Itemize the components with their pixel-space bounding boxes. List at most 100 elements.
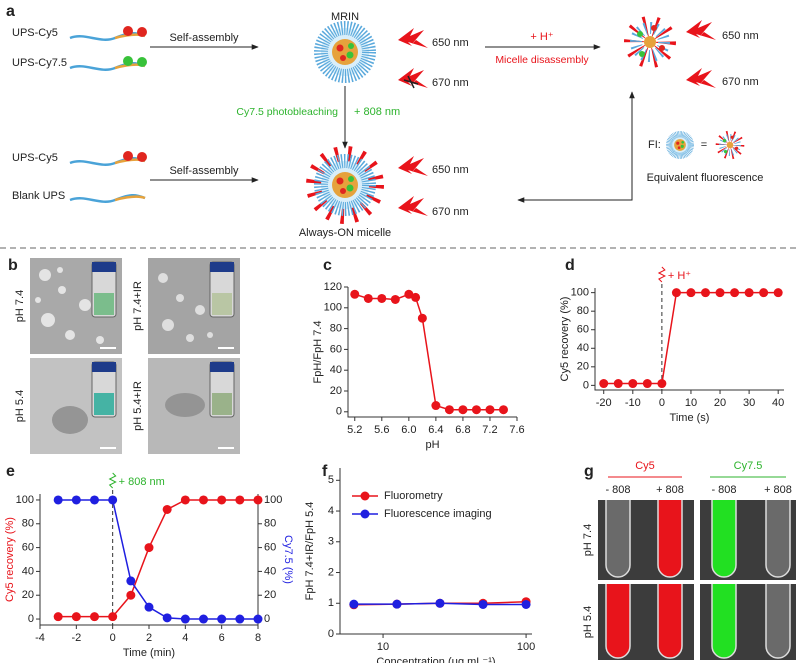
- legend-label: Fluorometry: [384, 490, 443, 502]
- x-tick-label: 7.2: [482, 424, 497, 436]
- x-tick-label: 0: [659, 397, 665, 409]
- axis: [594, 288, 784, 391]
- step-label: Self-assembly: [169, 165, 239, 177]
- point: [390, 294, 400, 304]
- emission-label: 670 nm: [722, 76, 759, 88]
- point: [599, 379, 609, 389]
- panel-b: b pH 7.4 pH 7.4+IR pH 5.4 pH 5.4+IR: [8, 257, 240, 454]
- point: [363, 293, 373, 303]
- y-tick-label: 5: [328, 474, 334, 486]
- point: [53, 612, 63, 622]
- x-tick-label: 10: [377, 641, 389, 653]
- axis: [347, 287, 517, 418]
- y-tick-label: 0: [336, 406, 342, 418]
- point: [126, 576, 136, 586]
- point: [199, 495, 208, 505]
- y-axis-label: Cy5 recovery (%): [559, 297, 571, 382]
- x-tick-label: 5.2: [347, 424, 362, 436]
- y-tick-label: 4: [328, 505, 334, 517]
- condition-label: - 808: [711, 484, 736, 496]
- y-tick-label: 2: [328, 566, 334, 578]
- point: [478, 599, 488, 609]
- x-tick-label: 6: [219, 632, 225, 644]
- panel-label: d: [565, 257, 575, 274]
- legend-marker: [360, 509, 370, 519]
- dye-label: Cy7.5: [734, 460, 763, 472]
- x-tick-label: -20: [596, 397, 612, 409]
- chart: d -20 -10 0 10 20 30 40 0 20 40 60 80 100 Time (s) Cy5 …: [559, 257, 784, 424]
- point: [235, 495, 245, 505]
- point: [90, 495, 99, 505]
- y-tick-label: 80: [22, 518, 34, 530]
- x-axis-label: pH: [425, 439, 439, 451]
- annotation: + 808 nm: [119, 476, 165, 488]
- point: [180, 614, 190, 624]
- y-tick-label: 80: [577, 305, 589, 317]
- y-tick-label: 80: [330, 323, 342, 335]
- point: [90, 612, 99, 622]
- point: [126, 590, 136, 600]
- y-tick-label: 20: [330, 385, 342, 397]
- condition-label: + 808: [656, 484, 684, 496]
- y-tick-label: 20: [577, 361, 589, 373]
- panel-label: e: [6, 463, 15, 480]
- point: [498, 405, 508, 415]
- point: [642, 379, 652, 389]
- point: [144, 543, 154, 553]
- point: [471, 405, 481, 415]
- point: [349, 599, 359, 609]
- image-label: pH 7.4: [14, 290, 26, 322]
- y2-tick-label: 60: [264, 541, 276, 553]
- point: [108, 612, 118, 622]
- x-tick-label: 6.8: [455, 424, 470, 436]
- dye-label: Cy5: [635, 460, 655, 472]
- x-axis-label: Concentration (μg mL⁻¹): [376, 656, 495, 663]
- y-tick-label: 40: [22, 565, 34, 577]
- y-axis-label: FpH 7.4+IR/FpH 5.4: [304, 502, 316, 601]
- image-label: pH 5.4+IR: [132, 381, 144, 431]
- x-tick-label: 10: [685, 397, 697, 409]
- annotation: + H⁺: [668, 270, 691, 282]
- fi-label: FI:: [648, 139, 661, 151]
- point: [253, 495, 263, 505]
- point: [217, 614, 227, 624]
- polymer-label: Blank UPS: [12, 190, 65, 202]
- image-label: pH 7.4+IR: [132, 281, 144, 331]
- y2-tick-label: 0: [264, 613, 270, 625]
- point: [411, 292, 421, 302]
- point: [392, 599, 402, 609]
- point: [180, 495, 190, 505]
- annotation-icon: [657, 266, 666, 283]
- x-tick-label: 6.0: [401, 424, 416, 436]
- emission-label: 650 nm: [432, 164, 469, 176]
- annotation-icon: [108, 472, 117, 489]
- point: [744, 288, 754, 298]
- y-tick-label: 0: [583, 379, 589, 391]
- condition-label: + 808: [764, 484, 792, 496]
- trigger-label: + H⁺: [530, 31, 553, 43]
- series-line: [354, 293, 504, 411]
- x-tick-label: 0: [110, 632, 116, 644]
- caption: Equivalent fluorescence: [647, 172, 764, 184]
- y-tick-label: 100: [16, 494, 34, 506]
- y-tick-label: 100: [571, 287, 589, 299]
- point: [628, 379, 638, 389]
- emission-label: 670 nm: [432, 77, 469, 89]
- y-tick-label: 120: [324, 281, 342, 293]
- x-axis-label: Time (min): [123, 647, 175, 659]
- panel-g: g Cy5 Cy7.5 - 808 + 808 - 808 + 808 pH 7…: [582, 460, 796, 660]
- row-label: pH 5.4: [582, 606, 594, 638]
- panel-label: a: [6, 3, 15, 20]
- micelle-label: MRIN: [331, 11, 359, 23]
- emission-label: 670 nm: [432, 206, 469, 218]
- point: [162, 613, 172, 623]
- x-tick-label: 40: [772, 397, 784, 409]
- point: [485, 405, 495, 415]
- point: [700, 288, 710, 298]
- x-tick-label: 2: [146, 632, 152, 644]
- y-tick-label: 100: [324, 302, 342, 314]
- legend-label: Fluorescence imaging: [384, 508, 492, 520]
- panel-label: f: [322, 463, 328, 480]
- point: [431, 401, 441, 411]
